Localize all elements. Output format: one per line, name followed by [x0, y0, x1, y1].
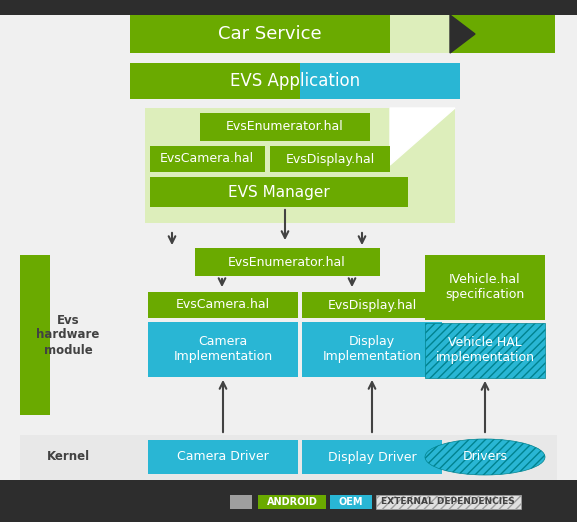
Bar	[302, 292, 442, 318]
Bar	[20, 255, 50, 415]
Ellipse shape	[425, 439, 545, 475]
Text: Display Driver: Display Driver	[328, 450, 417, 464]
Text: ANDROID: ANDROID	[267, 497, 317, 507]
Text: IVehicle.hal
specification: IVehicle.hal specification	[445, 273, 524, 301]
Text: EVS Application: EVS Application	[230, 72, 360, 90]
Bar	[0, 0, 577, 15]
Bar	[20, 435, 557, 480]
Text: EVS Manager: EVS Manager	[228, 184, 330, 199]
Text: EvsDisplay.hal: EvsDisplay.hal	[327, 299, 417, 312]
Bar	[148, 322, 298, 377]
Text: EvsEnumerator.hal: EvsEnumerator.hal	[226, 121, 344, 134]
Bar	[376, 495, 521, 509]
Text: Kernel: Kernel	[46, 450, 89, 464]
Bar	[0, 480, 577, 522]
Text: Car Service: Car Service	[218, 25, 322, 43]
Bar	[475, 15, 555, 53]
Text: Camera Driver: Camera Driver	[177, 450, 269, 464]
Bar	[300, 63, 460, 99]
Text: Display
Implementation: Display Implementation	[323, 335, 422, 363]
Text: Vehicle HAL
implementation: Vehicle HAL implementation	[436, 336, 534, 364]
Text: Camera
Implementation: Camera Implementation	[174, 335, 272, 363]
Bar	[258, 495, 326, 509]
Bar	[150, 146, 265, 172]
Polygon shape	[450, 15, 475, 53]
Text: Drivers: Drivers	[463, 450, 508, 464]
Polygon shape	[390, 108, 455, 165]
Bar	[302, 322, 442, 377]
Text: EvsEnumerator.hal: EvsEnumerator.hal	[228, 255, 346, 268]
Bar	[20, 230, 557, 435]
Text: EvsDisplay.hal: EvsDisplay.hal	[286, 152, 374, 165]
Bar	[230, 495, 252, 509]
Bar	[330, 495, 372, 509]
Text: EXTERNAL DEPENDENCIES: EXTERNAL DEPENDENCIES	[381, 497, 515, 506]
Text: OEM: OEM	[339, 497, 364, 507]
Bar	[130, 15, 520, 53]
Bar	[200, 113, 370, 141]
Text: EvsCamera.hal: EvsCamera.hal	[160, 152, 254, 165]
Bar	[425, 255, 545, 320]
Bar	[130, 63, 300, 99]
Bar	[150, 177, 408, 207]
Bar	[425, 323, 545, 378]
Bar	[195, 248, 380, 276]
Bar	[390, 15, 450, 53]
Bar	[302, 440, 442, 474]
Bar	[145, 108, 455, 223]
Text: EvsCamera.hal: EvsCamera.hal	[176, 299, 270, 312]
Text: Evs
hardware
module: Evs hardware module	[36, 314, 100, 357]
Bar	[270, 146, 390, 172]
Bar	[148, 292, 298, 318]
Bar	[148, 440, 298, 474]
